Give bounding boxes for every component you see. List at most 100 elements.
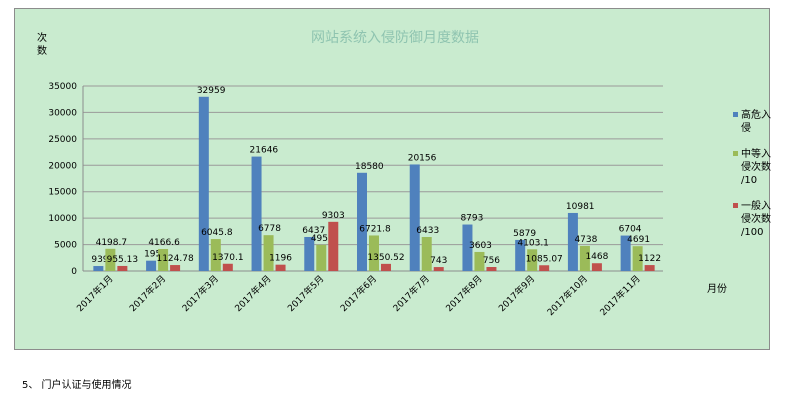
data-label-2-3: 1196 [269,254,292,264]
data-label-2-9: 1468 [585,252,608,262]
y-tick-label: 5000 [54,241,77,251]
data-label-0-8: 5879 [513,229,536,239]
legend-swatch [733,203,738,208]
x-tick-label: 2017年3月 [179,273,220,314]
bar-0-9 [567,212,578,271]
data-label-2-0: 955.13 [107,255,139,265]
data-label-0-3: 21646 [250,146,279,156]
x-tick-label: 2017年8月 [443,273,484,314]
bar-0-3 [251,156,262,271]
legend-swatch [733,151,738,156]
bar-0-8 [515,239,526,271]
bar-2-1 [170,265,181,271]
legend-label: 高危入 侵 [741,110,771,134]
section-heading: 5、 门户认证与使用情况 [22,380,132,391]
x-tick-label: 2017年4月 [232,273,273,314]
data-label-0-2: 32959 [197,86,226,96]
data-label-1-0: 4198.7 [96,238,128,248]
bar-0-4 [304,236,315,271]
data-label-2-7: 756 [483,256,500,266]
data-label-0-10: 6704 [619,225,642,235]
y-tick-label: 15000 [48,188,77,198]
data-label-2-1: 1124.78 [156,254,193,264]
y-tick-label: 35000 [48,82,77,92]
chart-legend: 高危入 侵中等入 侵次数 /10 一般入 侵次数 /100 [733,109,785,252]
bar-2-4 [328,221,339,271]
legend-swatch [733,112,738,117]
bar-1-6 [421,236,432,271]
bar-2-6 [433,267,444,271]
bar-1-7 [474,251,485,271]
chart-frame: 网站系统入侵防御月度数据 次数 0 5000 10000 15000 20000 25000 3… [14,8,771,350]
bar-0-0 [93,266,104,271]
bar-1-3 [263,235,274,271]
data-label-0-7: 8793 [460,214,483,224]
data-label-0-1: 1950 [144,250,167,260]
data-label-1-4: 4953 [311,234,334,244]
y-tick-label: 10000 [48,214,77,224]
x-tick-label: 2017年7月 [390,273,431,314]
data-label-2-2: 1370.1 [212,253,244,263]
bar-2-7 [486,267,497,271]
bar-0-2 [198,96,209,271]
bar-1-4 [316,244,327,271]
bar-1-10 [632,246,643,271]
legend-label: 一般入 侵次数 /100 [741,201,771,238]
x-tick-label: 2017年1月 [74,273,115,314]
y-tick-label: 30000 [48,108,77,118]
bar-1-8 [527,249,538,271]
bar-0-1 [146,260,157,271]
data-label-1-9: 4738 [574,235,597,245]
y-tick-label: 25000 [48,135,77,145]
bar-0-6 [409,164,420,271]
bar-2-8 [539,265,550,271]
y-axis-label: 次数 [37,31,47,57]
data-label-1-1: 4166.6 [148,238,180,248]
x-axis-label: 月份 [707,283,727,295]
x-tick-label: 2017年6月 [338,273,379,314]
bar-1-5 [369,235,379,271]
data-label-2-5: 1350.52 [367,253,404,263]
data-label-1-5: 6721.8 [359,224,391,234]
bar-1-9 [579,245,590,271]
data-label-1-10: 4691 [627,235,650,245]
x-tick-label: 2017年11月 [597,273,643,319]
bar-1-0 [105,248,116,271]
chart-title: 网站系统入侵防御月度数据 [311,29,479,46]
x-tick-label: 2017年10月 [545,273,591,319]
data-label-0-4: 6437 [302,226,325,236]
data-label-0-6: 20156 [408,153,437,163]
data-label-2-6: 743 [430,256,447,266]
bar-0-10 [620,235,631,271]
x-tick-label: 2017年9月 [496,273,537,314]
legend-label: 中等入 侵次数 /10 [741,149,771,186]
bar-2-5 [381,263,391,271]
data-label-2-4: 9303 [322,211,345,221]
y-tick-label: 0 [71,267,77,277]
bar-0-7 [462,224,473,271]
bar-2-0 [117,265,128,271]
bar-chart: 网站系统入侵防御月度数据 次数 0 5000 10000 15000 20000 25000 3… [37,29,727,319]
data-label-1-6: 6433 [416,226,439,236]
data-label-2-8: 1085.07 [526,254,563,264]
bar-2-2 [222,263,233,271]
data-label-1-3: 6778 [258,224,281,234]
data-label-0-5: 18580 [355,162,384,172]
bar-2-10 [644,265,655,271]
y-tick-label: 20000 [48,161,77,171]
legend-item: 中等入 侵次数 /10 [733,148,785,187]
x-tick-label: 2017年2月 [127,273,168,314]
data-label-1-8: 4103.1 [517,238,549,248]
data-label-1-2: 6045.8 [201,228,233,238]
data-label-2-10: 1122 [638,254,661,264]
legend-item: 高危入 侵 [733,109,785,135]
bar-2-3 [275,264,286,271]
legend-item: 一般入 侵次数 /100 [733,200,785,239]
data-label-0-0: 939 [91,255,108,265]
bar-0-5 [357,172,367,271]
x-tick-label: 2017年5月 [285,273,326,314]
bar-1-1 [158,248,169,271]
data-label-1-7: 3603 [469,241,492,251]
bar-2-9 [591,263,602,271]
bar-1-2 [210,239,221,271]
